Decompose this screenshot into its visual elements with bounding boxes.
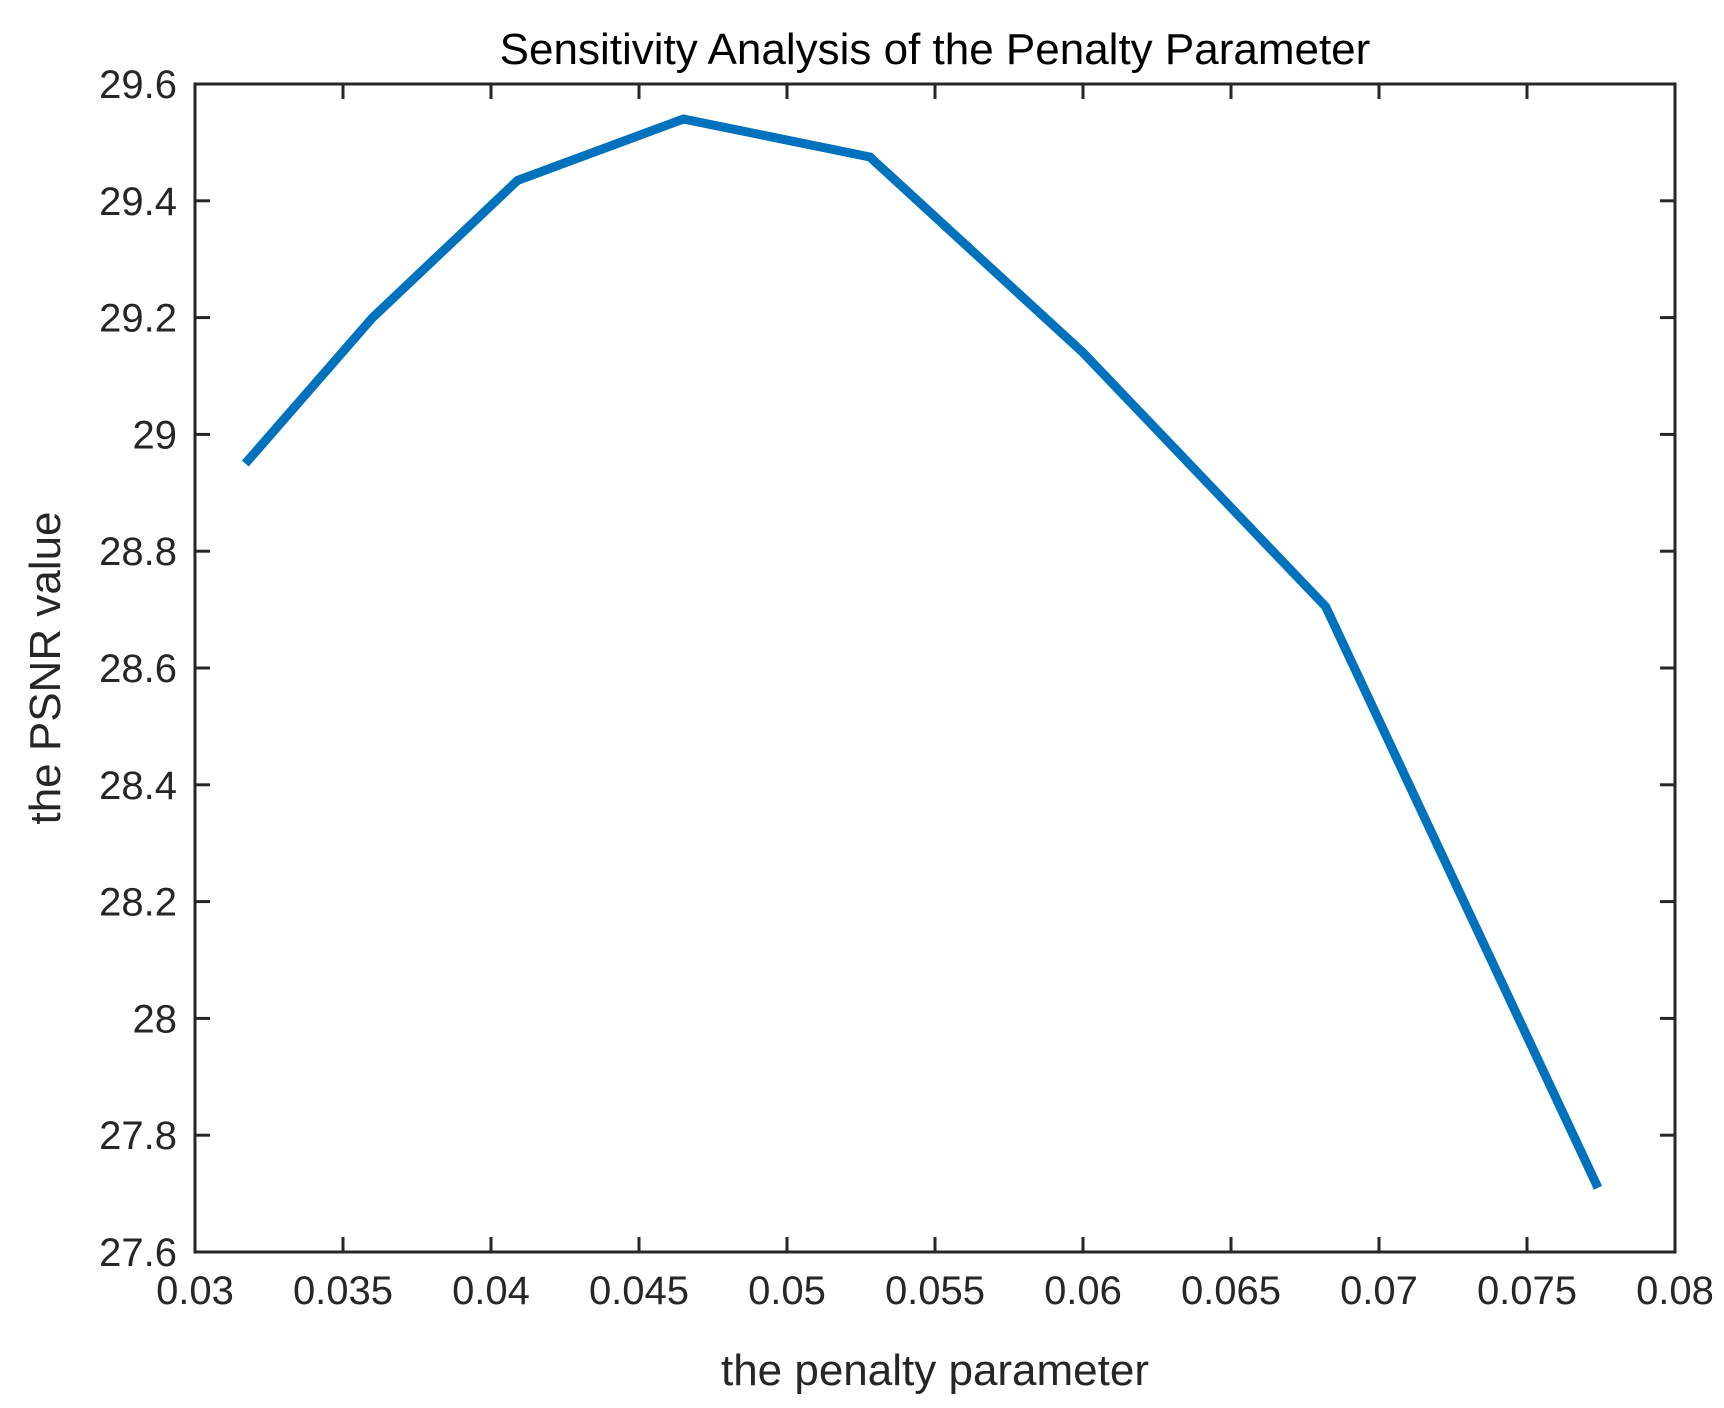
chart-title: Sensitivity Analysis of the Penalty Para… (500, 25, 1371, 74)
y-tick-label: 27.8 (99, 1114, 177, 1158)
y-tick-label: 28 (133, 997, 178, 1041)
y-tick-label: 29.6 (99, 63, 177, 107)
tick-labels: 0.03 0.035 0.04 0.045 0.05 0.055 0.06 0.065 0.07… (99, 63, 1714, 1313)
x-tick-label: 0.06 (1044, 1269, 1122, 1313)
y-axis-label: the PSNR value (21, 511, 70, 824)
x-tick-label: 0.075 (1477, 1269, 1577, 1313)
x-tick-label: 0.055 (885, 1269, 985, 1313)
y-tick-label: 27.6 (99, 1231, 177, 1275)
x-tick-label: 0.08 (1636, 1269, 1714, 1313)
y-tick-label: 29.4 (99, 180, 177, 224)
y-tick-label: 29.2 (99, 297, 177, 341)
x-axis-label: the penalty parameter (721, 1346, 1149, 1395)
x-tick-label: 0.065 (1181, 1269, 1281, 1313)
y-tick-label: 28.8 (99, 530, 177, 574)
x-tick-label: 0.05 (748, 1269, 826, 1313)
y-tick-label: 29 (133, 413, 178, 457)
y-tick-label: 28.4 (99, 764, 177, 808)
axes-box (193, 82, 1677, 1254)
x-tick-label: 0.03 (156, 1269, 234, 1313)
x-tick-label: 0.045 (589, 1269, 689, 1313)
x-tick-label: 0.07 (1340, 1269, 1418, 1313)
x-tick-label: 0.035 (293, 1269, 393, 1313)
y-tick-label: 28.2 (99, 881, 177, 925)
series-layer (241, 114, 1603, 1190)
plot-area (195, 84, 1675, 1252)
series-line (241, 114, 1603, 1190)
y-tick-label: 28.6 (99, 647, 177, 691)
x-tick-label: 0.04 (452, 1269, 530, 1313)
